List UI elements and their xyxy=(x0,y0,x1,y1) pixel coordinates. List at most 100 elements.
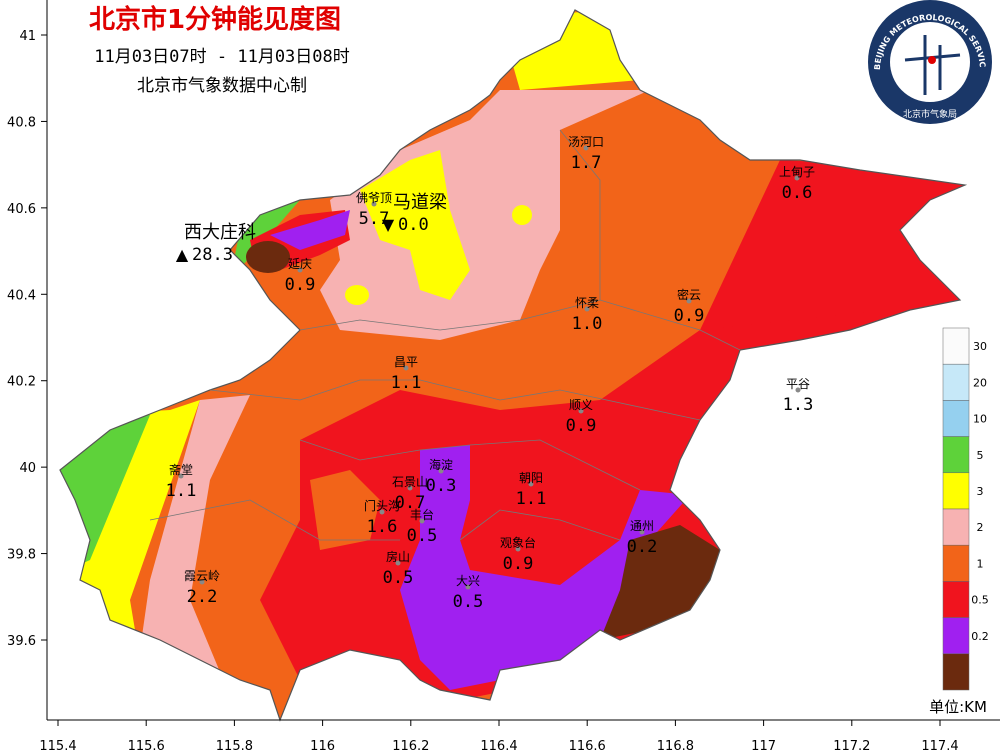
x-tick-label: 115.4 xyxy=(39,739,76,754)
legend-label: 3 xyxy=(977,485,984,498)
x-tick-label: 116.2 xyxy=(392,739,429,754)
station-name: 延庆 xyxy=(288,257,312,271)
legend-label: 20 xyxy=(973,376,987,389)
legend-swatch xyxy=(942,508,970,546)
station-value: 0.9 xyxy=(674,306,705,326)
station-name: 海淀 xyxy=(429,457,453,472)
legend-label: 1 xyxy=(977,557,984,570)
extreme-marker: ▲ xyxy=(176,245,189,264)
station-name: 门头沟 xyxy=(364,498,400,513)
station-name: 石景山 xyxy=(392,475,428,489)
ticks: 115.4 115.6 115.8 116 116.2 116.4 116.6 116.8 11… xyxy=(7,29,959,754)
y-tick-label: 40.2 xyxy=(7,375,36,390)
station-dot xyxy=(403,365,409,371)
station-name: 密云 xyxy=(677,287,701,302)
station-value: 1.7 xyxy=(571,153,602,173)
stations: 汤河口 1.7 上甸子 0.6 佛爷顶 5.7 延庆 0.9 怀柔 1.0 密云 0.9 昌平 1.1 平谷… xyxy=(166,135,815,612)
station-dot xyxy=(407,485,413,491)
x-tick-label: 115.6 xyxy=(128,739,165,754)
station-dot xyxy=(686,298,692,304)
station-value: 0.6 xyxy=(782,183,813,203)
x-tick-label: 115.8 xyxy=(216,739,253,754)
y-tick-label: 40.4 xyxy=(7,288,36,303)
station-dot xyxy=(639,529,645,535)
station-dot xyxy=(438,468,444,474)
station-name: 斋堂 xyxy=(169,462,193,477)
legend-swatch xyxy=(942,363,970,401)
station-value: 0.5 xyxy=(383,568,414,588)
station-dot xyxy=(584,306,590,312)
legend-swatch xyxy=(942,653,970,691)
unit-label: 单位:KM xyxy=(929,698,987,716)
station-name: 朝阳 xyxy=(519,471,543,485)
y-tick-label: 40.6 xyxy=(7,202,36,217)
station-value: 1.6 xyxy=(367,517,398,537)
station-name: 房山 xyxy=(386,549,410,564)
source: 北京市气象数据中心制 xyxy=(137,76,307,96)
station-dot xyxy=(419,518,425,524)
station-value: 1.1 xyxy=(391,373,422,393)
extreme-value: 0.0 xyxy=(398,215,429,235)
axes xyxy=(46,0,1000,721)
station-value: 0.3 xyxy=(426,476,457,496)
legend-label: 0.2 xyxy=(971,630,989,643)
station-name: 怀柔 xyxy=(575,296,599,310)
station-dot xyxy=(178,473,184,479)
station-value: 1.1 xyxy=(166,481,197,501)
station-dot xyxy=(199,579,205,585)
station-name: 平谷 xyxy=(786,377,810,391)
legend-label: 0.5 xyxy=(971,594,989,607)
legend-swatch xyxy=(942,581,970,618)
time-range: 11月03日07时 - 11月03日08时 xyxy=(94,47,350,67)
y-tick-label: 41 xyxy=(19,29,36,44)
y-tick-label: 39.8 xyxy=(7,548,36,563)
x-tick-label: 116.4 xyxy=(480,739,517,754)
station-value: 0.9 xyxy=(285,275,316,295)
legend-swatch xyxy=(942,436,970,474)
extreme-value: 28.3 xyxy=(192,245,233,265)
y-tick-label: 39.6 xyxy=(7,634,36,649)
station-value: 1.0 xyxy=(572,314,603,334)
station-dot xyxy=(395,560,401,566)
station-dot xyxy=(795,387,801,393)
station-value: 1.1 xyxy=(516,489,547,509)
station-name: 昌平 xyxy=(394,355,418,369)
station-name: 大兴 xyxy=(456,574,480,588)
x-tick-label: 117 xyxy=(751,739,776,754)
station-dot xyxy=(578,408,584,414)
x-tick-label: 116.8 xyxy=(657,739,694,754)
legend-swatch xyxy=(942,400,970,437)
station-value: 2.2 xyxy=(187,587,218,607)
y-tick-label: 40 xyxy=(19,461,36,476)
title: 北京市1分钟能见度图 xyxy=(89,4,341,35)
station-value: 5.7 xyxy=(359,209,390,229)
station-name: 顺义 xyxy=(569,398,593,412)
legend-swatch xyxy=(942,327,970,365)
station-name: 汤河口 xyxy=(568,135,604,149)
station-dot xyxy=(371,201,377,207)
legend-swatch xyxy=(942,544,970,582)
x-tick-label: 116 xyxy=(310,739,335,754)
legend-label: 2 xyxy=(977,521,984,534)
station-dot xyxy=(794,175,800,181)
legend-label: 5 xyxy=(977,449,984,462)
station-value: 0.5 xyxy=(407,526,438,546)
x-tick-label: 117.2 xyxy=(833,739,870,754)
station-dot xyxy=(465,584,471,590)
x-tick-label: 116.6 xyxy=(569,739,606,754)
district-borders xyxy=(149,129,741,541)
legend-label: 10 xyxy=(973,413,987,426)
y-tick-label: 40.8 xyxy=(7,115,36,130)
station-name: 霞云岭 xyxy=(184,569,220,583)
station-value: 1.3 xyxy=(783,395,814,415)
station-dot xyxy=(379,509,385,515)
station-value: 0.5 xyxy=(453,592,484,612)
legend-swatch xyxy=(942,617,970,655)
station-name: 佛爷顶 xyxy=(356,191,392,205)
station-name: 丰台 xyxy=(410,507,434,522)
station-name: 上甸子 xyxy=(779,165,815,179)
x-tick-label: 117.4 xyxy=(921,739,958,754)
station-dot xyxy=(515,546,521,552)
